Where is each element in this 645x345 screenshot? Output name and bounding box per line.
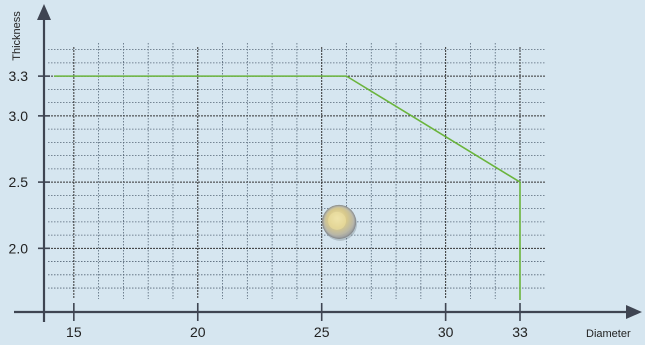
x-tick-label: 20 <box>190 324 206 340</box>
y-tick-label: 2.5 <box>9 174 29 190</box>
x-tick-label: 25 <box>314 324 330 340</box>
x-tick-label: 15 <box>66 324 82 340</box>
grid-minor <box>48 43 545 299</box>
series <box>54 76 520 300</box>
y-tick-label: 2.0 <box>9 240 29 256</box>
series-line <box>54 76 520 300</box>
x-tick-label: 33 <box>512 324 528 340</box>
y-tick-label: 3.0 <box>9 108 29 124</box>
labels: 15 20 25 30 33 2.0 2.5 3.0 3.3 Diameter Thickness <box>9 11 631 340</box>
y-axis-arrow-icon <box>37 4 51 20</box>
x-tick-label: 30 <box>438 324 454 340</box>
x-axis-arrow-icon <box>626 305 642 319</box>
x-axis-title: Diameter <box>586 328 631 340</box>
axes <box>14 4 642 322</box>
y-axis-title: Thickness <box>11 11 23 61</box>
y-tick-label: 3.3 <box>9 68 29 84</box>
coin-center <box>328 212 346 230</box>
